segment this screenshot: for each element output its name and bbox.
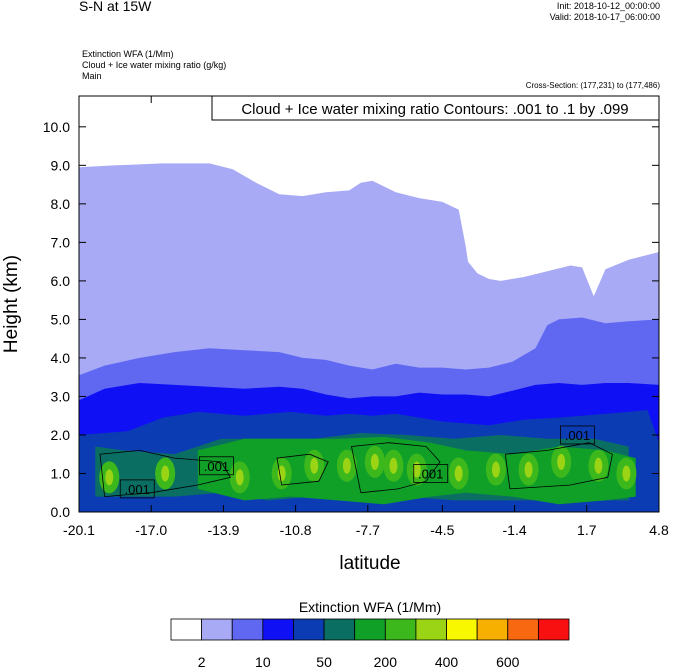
x-tick-label-3: -10.8 xyxy=(280,522,312,538)
colorbar-label-3: 200 xyxy=(374,654,398,668)
contour-label-box-1 xyxy=(199,456,234,476)
x-tick-label-7: 1.7 xyxy=(577,522,597,538)
y-tick-label-4: 4.0 xyxy=(51,350,71,366)
y-tick-label-8: 8.0 xyxy=(51,196,71,212)
colorbar-box-3 xyxy=(262,618,294,641)
colorbar-title: Extinction WFA (1/Mm) xyxy=(299,599,441,615)
y-tick-label-3: 3.0 xyxy=(51,388,71,404)
core-hi-1 xyxy=(161,465,170,482)
colorbar-box-9 xyxy=(446,618,478,641)
page-title: S-N at 15W xyxy=(79,0,152,14)
contour-lines xyxy=(99,442,613,497)
y-tick-label-9: 9.0 xyxy=(51,157,71,173)
x-tick-label-8: 4.8 xyxy=(649,522,669,538)
colorbar-box-0 xyxy=(170,618,203,641)
core-hi-0 xyxy=(105,469,114,486)
y-tick-label-1: 1.0 xyxy=(51,465,71,481)
x-tick-label-0: -20.1 xyxy=(63,522,95,538)
contour-label-2: .001 xyxy=(418,466,443,481)
field-label-extinction: Extinction WFA (1/Mm) xyxy=(82,49,174,59)
contour-line-0 xyxy=(99,449,232,497)
core-hi-8 xyxy=(412,461,421,478)
colorbar-label-2: 50 xyxy=(316,654,332,668)
field-label-main: Main xyxy=(82,71,102,81)
y-tick-label-0: 0.0 xyxy=(51,504,71,520)
core-hi-7 xyxy=(389,457,398,474)
core-hi-5 xyxy=(342,457,351,474)
y-axis-ticks: 0.0 1.0 2.0 3.0 4.0 5.0 6.0 7.0 8.0 9.0 10.0 xyxy=(43,119,659,520)
contour-line-1 xyxy=(276,453,329,486)
colorbar-box-1 xyxy=(201,618,233,641)
core-hi-11 xyxy=(524,461,533,478)
colorbar-box-8 xyxy=(415,618,447,641)
colorbar-label-1: 10 xyxy=(255,654,271,668)
y-tick-label-6: 6.0 xyxy=(51,273,71,289)
x-axis-ticks: -20.1 -17.0 -13.9 -10.8 -7.7 -4.5 -1.4 1.7 4.8 xyxy=(63,96,669,538)
colorbar: 2 10 50 200 400 600 xyxy=(170,618,570,668)
colorbar-box-6 xyxy=(354,618,386,641)
contour-label-box-3 xyxy=(560,425,595,445)
contour-label-3: .001 xyxy=(565,428,590,443)
y-axis-label: Height (km) xyxy=(1,255,22,353)
colorbar-label-0: 2 xyxy=(198,654,206,668)
y-tick-label-10: 10.0 xyxy=(43,119,70,135)
contour-line-3 xyxy=(504,442,613,490)
colorbar-box-10 xyxy=(476,618,509,641)
core-hi-3 xyxy=(277,465,286,482)
contour-label-box-2 xyxy=(413,464,449,483)
colorbar-box-7 xyxy=(384,618,417,641)
colorbar-box-11 xyxy=(507,618,539,641)
colorbar-label-5: 600 xyxy=(496,654,520,668)
x-tick-label-4: -7.7 xyxy=(356,522,380,538)
contour-label-box-0 xyxy=(119,479,155,499)
contour-line-2 xyxy=(351,442,441,494)
core-hi-10 xyxy=(491,461,500,478)
x-tick-label-6: -1.4 xyxy=(503,522,527,538)
colorbar-box-12 xyxy=(537,618,570,641)
init-time: Init: 2018-10-12_00:00:00 xyxy=(556,1,660,11)
colorbar-label-4: 400 xyxy=(435,654,459,668)
contour-info-box xyxy=(211,95,660,121)
colorbar-box-2 xyxy=(231,618,264,641)
y-tick-label-5: 5.0 xyxy=(51,311,71,327)
contour-info-text: Cloud + Ice water mixing ratio Contours:… xyxy=(241,101,628,118)
core-hi-4 xyxy=(310,457,319,474)
contour-label-0: .001 xyxy=(125,482,150,497)
valid-time: Valid: 2018-10-17_06:00:00 xyxy=(549,12,660,22)
core-hi-2 xyxy=(235,469,244,486)
core-hi-6 xyxy=(370,453,379,470)
cross-section-label: Cross-Section: (177,231) to (177,486) xyxy=(525,81,660,90)
colorbar-box-5 xyxy=(323,618,356,641)
y-tick-label-7: 7.0 xyxy=(51,234,71,250)
core-hi-12 xyxy=(557,453,566,470)
field-label-cloud-ice: Cloud + Ice water mixing ratio (g/kg) xyxy=(82,60,227,70)
x-tick-label-1: -17.0 xyxy=(135,522,167,538)
core-hi-13 xyxy=(594,457,603,474)
x-tick-label-2: -13.9 xyxy=(207,522,239,538)
x-axis-label: latitude xyxy=(339,553,400,574)
colorbar-box-4 xyxy=(293,618,325,641)
x-tick-label-5: -4.5 xyxy=(430,522,454,538)
y-tick-label-2: 2.0 xyxy=(51,427,71,443)
contour-label-1: .001 xyxy=(204,459,229,474)
core-hi-9 xyxy=(454,465,463,482)
core-hi-14 xyxy=(622,465,631,482)
contour-labels: .001 .001 .001 .001 xyxy=(119,425,595,499)
